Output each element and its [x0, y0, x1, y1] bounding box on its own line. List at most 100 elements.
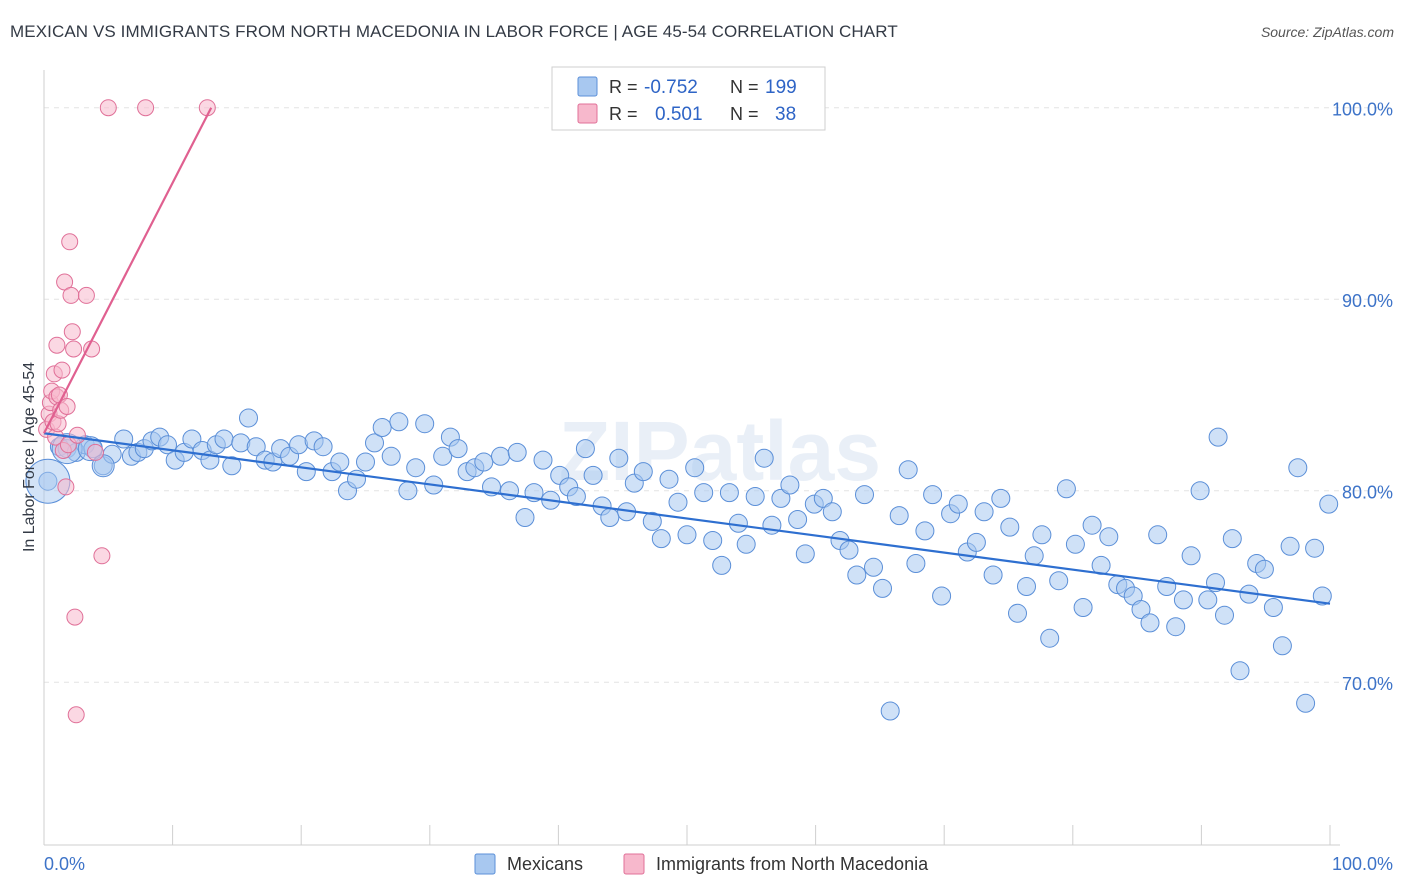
- data-point: [246, 437, 266, 457]
- y-tick-label: 100.0%: [1332, 100, 1393, 120]
- data-point: [991, 488, 1011, 508]
- data-point: [406, 458, 426, 478]
- data-point: [365, 433, 384, 453]
- trend-line: [43, 432, 1331, 605]
- data-point: [500, 481, 519, 501]
- data-point: [66, 608, 84, 626]
- data-point: [77, 286, 95, 304]
- data-point: [873, 578, 892, 598]
- legend-swatch-mexicans: [577, 76, 598, 97]
- data-point: [53, 361, 71, 379]
- legend-bottom-swatch-mexicans: [474, 853, 496, 875]
- data-point: [839, 540, 859, 560]
- data-point: [1181, 546, 1201, 566]
- data-point: [1280, 536, 1300, 556]
- x-tick-labels: 0.0% 100.0%: [44, 854, 1393, 874]
- legend-n-label: N =: [730, 104, 759, 124]
- data-point: [1312, 586, 1332, 606]
- data-point: [719, 483, 739, 503]
- data-point: [575, 439, 595, 459]
- data-point: [609, 448, 629, 468]
- data-point: [583, 465, 603, 485]
- data-point: [1082, 515, 1102, 535]
- data-point: [864, 557, 883, 577]
- data-point: [880, 701, 900, 721]
- data-point: [1296, 693, 1316, 713]
- y-axis-label: In Labor Force | Age 45-54: [21, 362, 38, 552]
- data-point: [313, 437, 333, 457]
- data-point: [728, 513, 748, 533]
- data-point: [433, 446, 453, 466]
- data-point: [1148, 525, 1168, 545]
- data-point: [847, 565, 867, 585]
- data-point: [694, 483, 714, 503]
- data-point: [1073, 598, 1093, 617]
- data-point: [1319, 494, 1339, 514]
- data-point: [1099, 527, 1119, 547]
- legend-n-value: 199: [765, 77, 797, 98]
- data-point: [974, 502, 994, 522]
- data-point: [1263, 598, 1283, 617]
- data-point: [491, 446, 510, 466]
- data-point: [685, 458, 705, 478]
- data-point: [93, 547, 111, 565]
- legend-bottom-label-mexicans: Mexicans: [507, 854, 583, 874]
- data-point: [566, 487, 586, 506]
- data-point: [754, 448, 774, 468]
- data-point: [239, 408, 258, 428]
- data-point: [703, 531, 723, 550]
- data-point: [1065, 534, 1085, 554]
- data-point: [633, 462, 653, 482]
- data-point: [1254, 559, 1274, 579]
- data-point: [1305, 538, 1325, 558]
- data-point: [474, 452, 494, 472]
- data-point: [448, 439, 468, 459]
- data-point: [1049, 571, 1069, 591]
- data-point: [915, 521, 935, 541]
- data-point: [898, 460, 918, 480]
- data-point: [62, 286, 80, 304]
- data-point: [214, 429, 234, 449]
- legend-n-value: 38: [775, 104, 796, 125]
- data-point: [600, 508, 620, 527]
- data-point: [99, 99, 117, 117]
- data-point: [1008, 603, 1027, 623]
- legend-bottom: Mexicans Immigrants from North Macedonia: [474, 853, 929, 875]
- data-point: [57, 478, 75, 496]
- legend-n-label: N =: [730, 77, 759, 97]
- data-point: [330, 452, 350, 472]
- y-tick-label: 90.0%: [1342, 291, 1393, 311]
- data-point: [932, 586, 952, 606]
- data-point: [507, 442, 527, 462]
- data-point: [296, 462, 316, 482]
- data-point: [356, 452, 375, 472]
- legend-swatch-north-macedonia: [577, 103, 598, 124]
- data-point: [780, 475, 800, 495]
- data-point: [983, 565, 1003, 585]
- source-label: Source: ZipAtlas.com: [1260, 24, 1394, 40]
- data-point: [61, 233, 79, 251]
- data-point: [771, 488, 791, 508]
- legend-r-value: 0.501: [655, 104, 703, 125]
- data-point: [668, 492, 688, 512]
- data-point: [533, 450, 553, 470]
- data-point: [1198, 590, 1218, 610]
- y-tick-label: 80.0%: [1342, 483, 1393, 503]
- data-point: [1222, 529, 1242, 549]
- data-point: [415, 414, 435, 434]
- data-point: [381, 446, 401, 466]
- data-point: [1017, 577, 1036, 596]
- data-point: [65, 340, 83, 358]
- data-point: [1140, 613, 1160, 633]
- data-point: [1166, 617, 1186, 637]
- data-point: [1230, 661, 1250, 681]
- data-point: [68, 426, 86, 444]
- legend-r-label: R =: [609, 104, 638, 124]
- data-point: [137, 99, 155, 117]
- y-tick-labels: 70.0% 80.0% 90.0% 100.0%: [1332, 100, 1393, 694]
- data-point: [813, 488, 833, 508]
- data-point: [1215, 605, 1234, 625]
- x-tick-label: 100.0%: [1332, 854, 1393, 874]
- data-point: [948, 494, 968, 514]
